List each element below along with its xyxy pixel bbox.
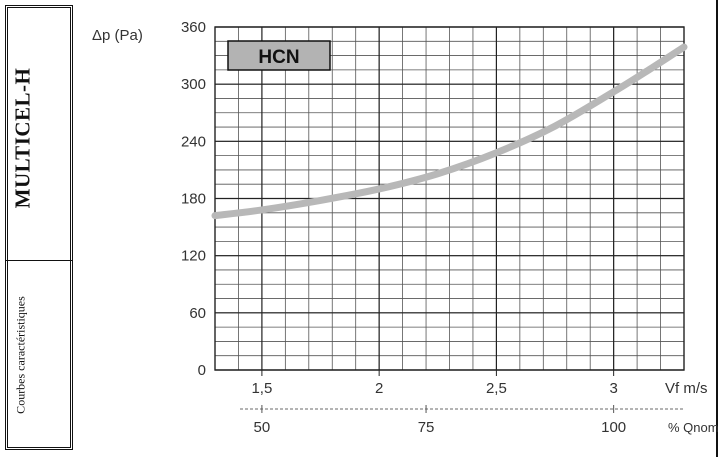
side-panel (5, 5, 73, 450)
y-tick-label: 0 (198, 362, 206, 379)
x-tick-label: 2 (375, 380, 383, 397)
series-layer (211, 43, 688, 220)
x2-axis: 50 75 100 (240, 405, 684, 436)
plot-frame (214, 26, 685, 371)
y-tick-label: 300 (181, 76, 206, 93)
x-tick-label: 1,5 (251, 380, 272, 397)
legend-label: HCN (258, 47, 299, 68)
y-axis-label: Δp (Pa) (92, 27, 143, 44)
right-border-rule (716, 0, 718, 457)
y-tick-label: 180 (181, 191, 206, 208)
y-tick-label: 240 (181, 133, 206, 150)
grid (214, 26, 685, 371)
side-panel-divider (5, 260, 73, 261)
y-tick-label: 60 (189, 305, 206, 322)
y-tick-labels: 0 60 120 180 240 300 360 (181, 19, 206, 379)
legend-box: HCN (227, 40, 331, 71)
y-tick-label: 120 (181, 248, 206, 265)
x-axis-label: Vf m/s (665, 380, 708, 397)
x-tick-labels: 1,5 2 2,5 3 (251, 370, 618, 397)
x2-axis-label: % Qnom (668, 420, 719, 435)
x-tick-label: 2,5 (486, 380, 507, 397)
x2-tick-label: 100 (601, 419, 626, 436)
x2-tick-label: 75 (418, 419, 435, 436)
y-tick-label: 360 (181, 19, 206, 36)
x-tick-label: 3 (609, 380, 617, 397)
series-line-hcn (211, 43, 688, 220)
x2-tick-label: 50 (254, 419, 271, 436)
